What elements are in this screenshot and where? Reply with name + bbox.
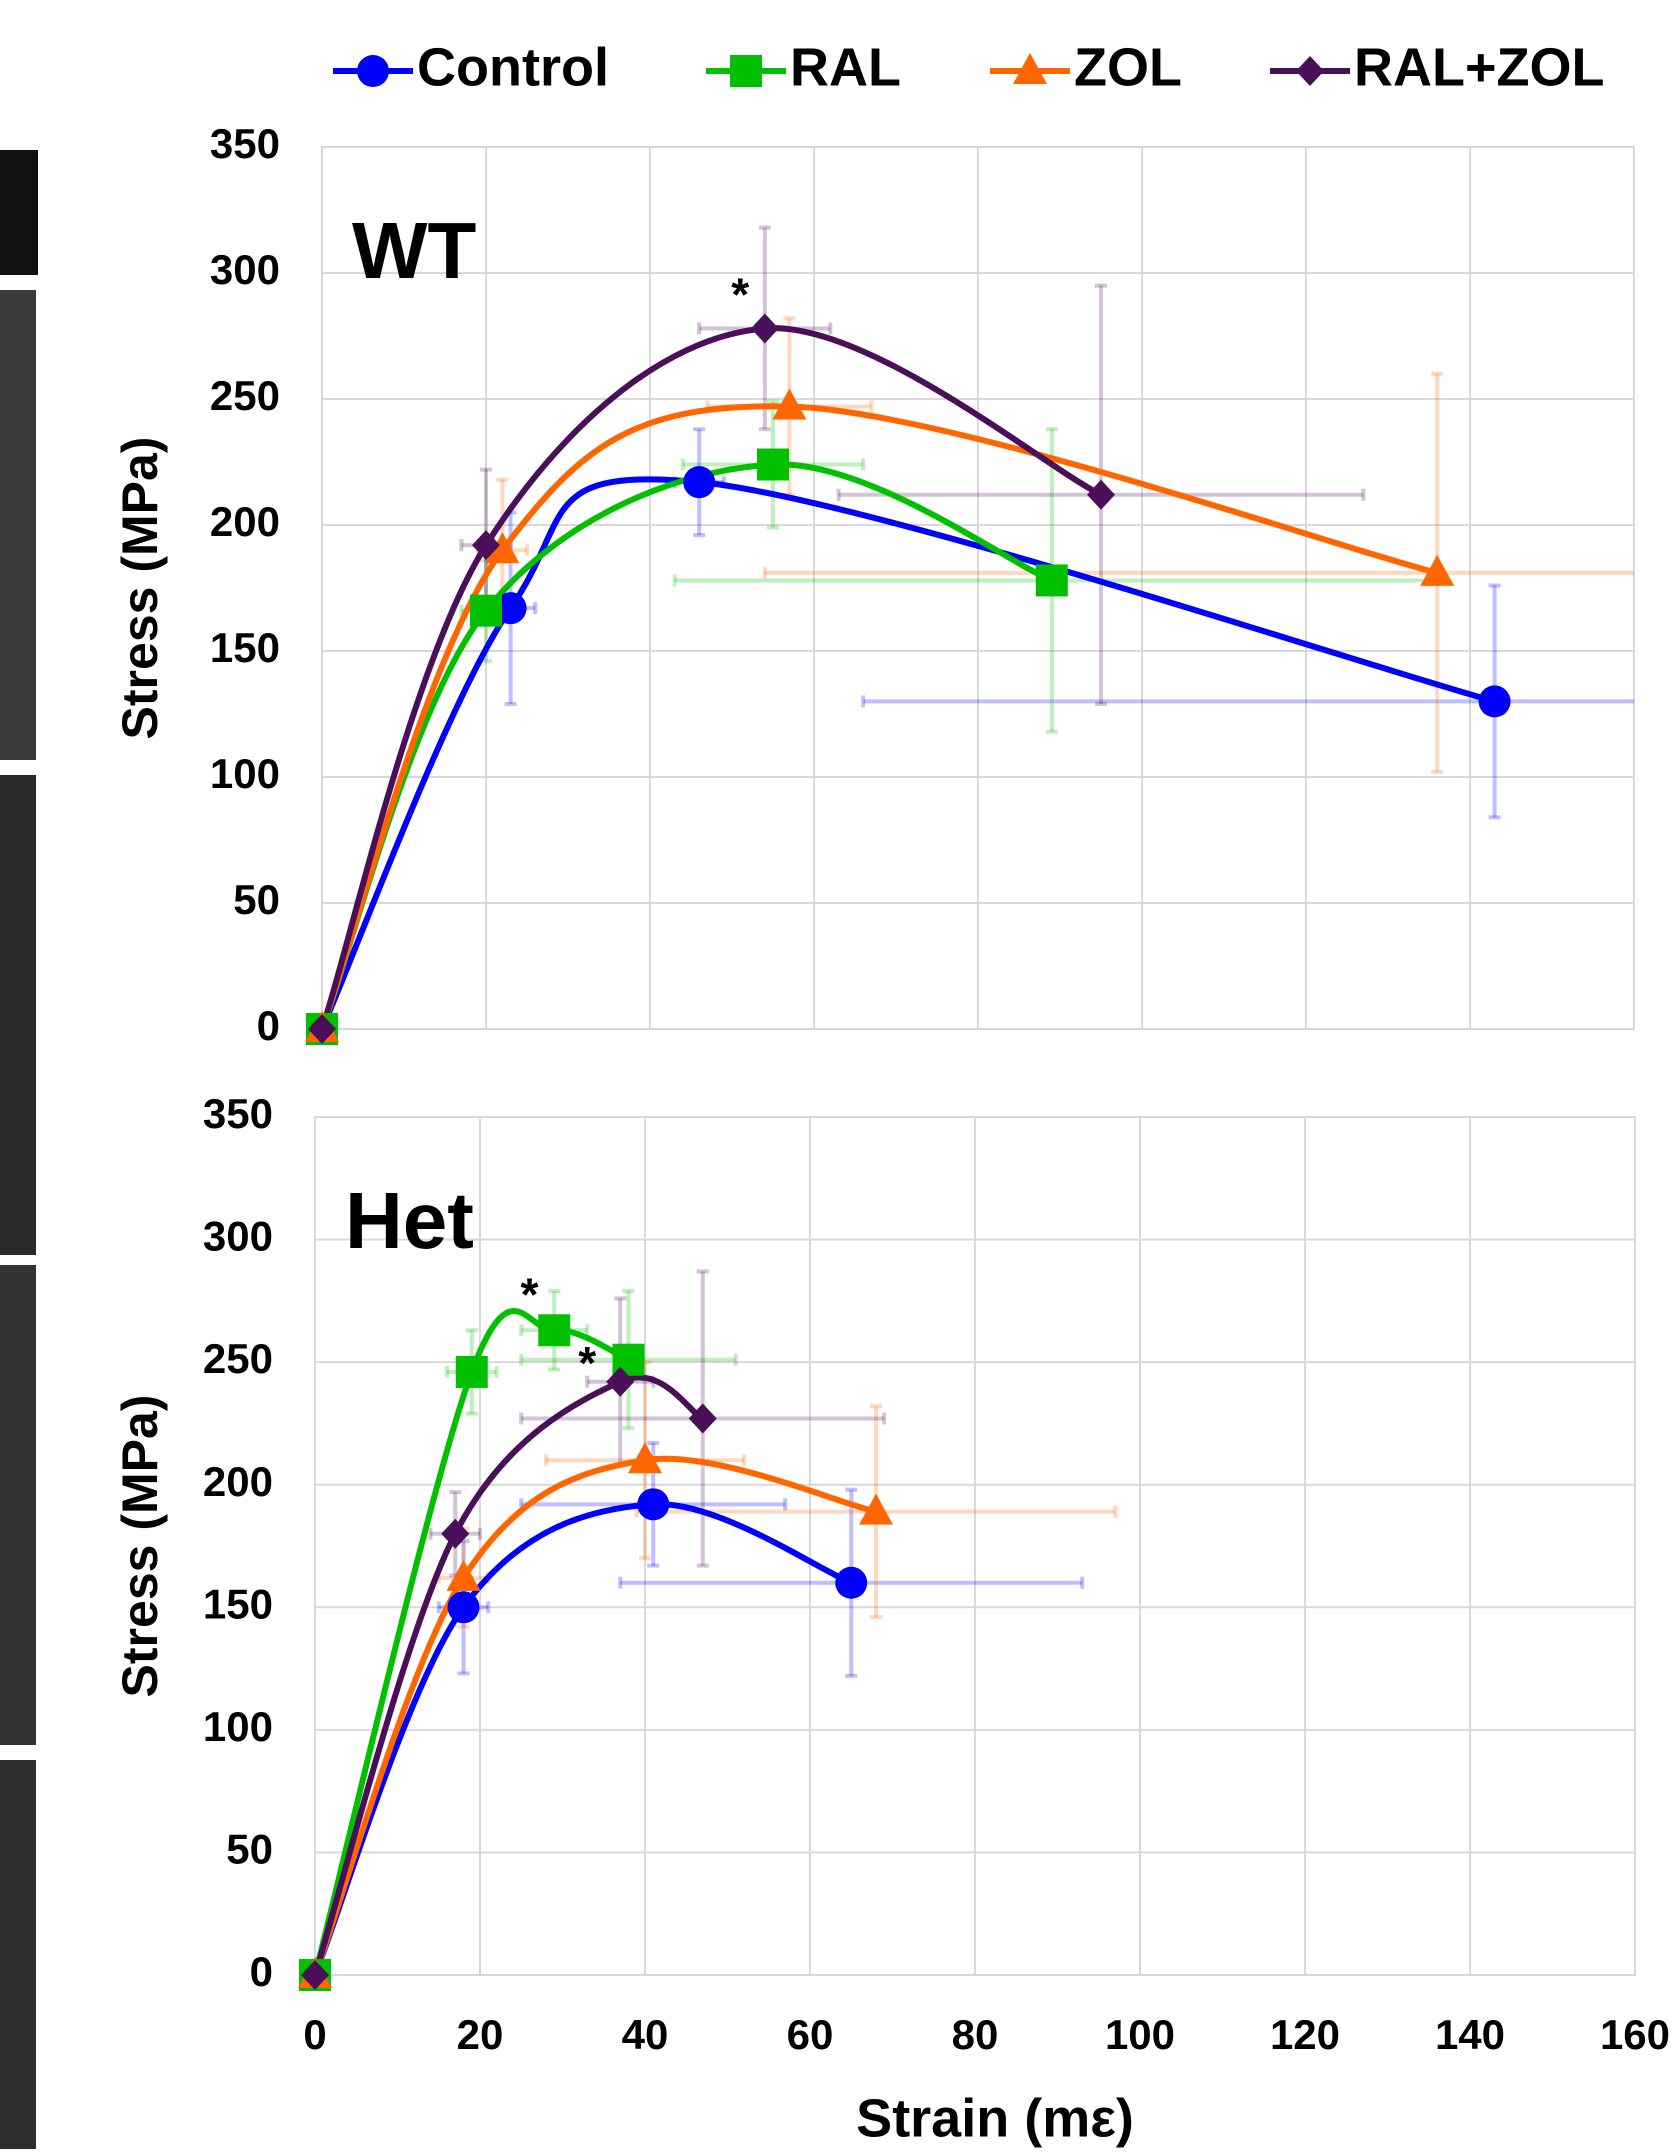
point [301, 1960, 329, 1990]
panel-label: WT [352, 206, 477, 295]
series-layer [298, 1269, 1118, 1991]
error-bar-x [762, 566, 1634, 579]
y-axis-label: Stress (MPa) [112, 1395, 168, 1698]
point [772, 388, 807, 420]
legend-marker [1296, 56, 1324, 86]
point [470, 594, 502, 627]
point [1478, 685, 1511, 718]
legend-marker [730, 55, 762, 87]
point [628, 1442, 662, 1474]
series-line [312, 1455, 877, 1977]
x-tick-label: 100 [1105, 2011, 1175, 2058]
point [441, 1518, 470, 1549]
point [538, 1314, 571, 1347]
x-tick-label: 0 [303, 2011, 326, 2058]
point [757, 448, 789, 481]
point [447, 1591, 480, 1624]
series-line [312, 1374, 705, 1976]
legend-marker [357, 55, 389, 87]
legend-marker [1013, 53, 1047, 84]
point [606, 1366, 635, 1397]
legend-label: RAL+ZOL [1354, 37, 1605, 97]
point [1035, 564, 1068, 597]
y-tick-label: 200 [210, 498, 280, 545]
point [472, 530, 500, 561]
x-axis-label: Strain (mε) [856, 2088, 1134, 2148]
annotation: * [521, 1269, 539, 1321]
legend-label: Control [417, 37, 609, 97]
y-tick-label: 100 [210, 750, 280, 797]
y-tick-label: 0 [257, 1002, 280, 1049]
point [446, 1559, 481, 1591]
y-tick-label: 350 [210, 120, 280, 167]
point [859, 1493, 893, 1525]
panel-label: Het [345, 1176, 474, 1265]
point [637, 1488, 670, 1521]
x-tick-label: 140 [1435, 2011, 1505, 2058]
y-tick-label: 350 [203, 1090, 273, 1137]
y-tick-label: 150 [210, 624, 280, 671]
series-line [319, 461, 1053, 1031]
y-tick-label: 250 [203, 1335, 273, 1382]
y-tick-label: 250 [210, 372, 280, 419]
point [835, 1566, 868, 1599]
x-tick-label: 80 [952, 2011, 999, 2058]
point [494, 592, 527, 625]
left-image-strip [0, 150, 38, 2149]
point [688, 1403, 717, 1434]
y-tick-label: 300 [210, 246, 280, 293]
y-tick-label: 200 [203, 1458, 273, 1505]
y-axis-label: Stress (MPa) [112, 437, 168, 740]
y-tick-label: 50 [226, 1826, 273, 1873]
annotation: * [578, 1337, 596, 1389]
annotation: * [731, 268, 749, 320]
y-tick-label: 50 [233, 876, 280, 923]
point [750, 313, 779, 344]
series-layer [305, 225, 1634, 1045]
point [1087, 479, 1115, 510]
point [683, 466, 716, 499]
legend-label: ZOL [1074, 37, 1182, 97]
y-tick-label: 150 [203, 1580, 273, 1627]
x-tick-label: 40 [622, 2011, 669, 2058]
x-tick-label: 20 [457, 2011, 504, 2058]
y-tick-label: 100 [203, 1703, 273, 1750]
point [308, 1014, 336, 1044]
series-line [319, 325, 1103, 1030]
y-tick-label: 0 [250, 1948, 273, 1995]
series-line [319, 476, 1496, 1031]
x-tick-label: 60 [787, 2011, 834, 2058]
y-tick-label: 300 [203, 1213, 273, 1260]
error-bar-x [861, 695, 1634, 708]
point [485, 532, 520, 564]
x-tick-label: 120 [1270, 2011, 1340, 2058]
point [455, 1355, 488, 1388]
series-line [319, 403, 1438, 1031]
point [1420, 554, 1455, 586]
legend-label: RAL [790, 37, 901, 97]
x-tick-label: 160 [1600, 2011, 1670, 2058]
